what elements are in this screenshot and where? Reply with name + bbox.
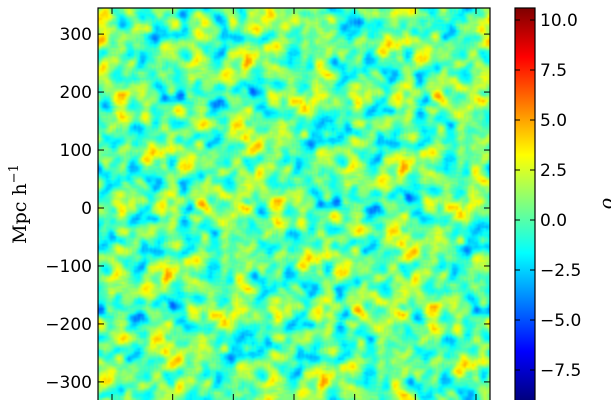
density-heatmap <box>98 8 490 400</box>
colorbar-tick-label: 7.5 <box>540 61 567 81</box>
colorbar-gradient <box>515 8 535 400</box>
y-tick-label: 200 <box>60 83 92 103</box>
y-tick-label: −300 <box>45 373 92 393</box>
y-tick-label: −200 <box>45 315 92 335</box>
x-axis-ticks <box>111 8 477 400</box>
colorbar-label: δ <box>598 198 611 209</box>
y-tick-label: 100 <box>60 141 92 161</box>
colorbar-tick-label: 10.0 <box>540 11 578 31</box>
y-tick-label: 0 <box>81 199 92 219</box>
colorbar-ticks: 10.0 7.5 5.0 2.5 0.0 −2.5 −5.0 −7.5 <box>515 11 581 381</box>
colorbar-tick-label: −2.5 <box>540 261 581 281</box>
colorbar-tick-label: −7.5 <box>540 361 581 381</box>
y-axis-label: Mpc h−1 <box>7 164 31 244</box>
density-field-image <box>98 8 490 400</box>
colorbar-tick-label: −5.0 <box>540 311 581 331</box>
y-tick-label: 300 <box>60 25 92 45</box>
colorbar-tick-label: 5.0 <box>540 111 567 131</box>
colorbar-frame <box>514 7 536 400</box>
colorbar-tick-label: 2.5 <box>540 161 567 181</box>
y-tick-label: −100 <box>45 257 92 277</box>
y-axis-ticks: 300 200 100 0 −100 −200 −300 <box>45 25 490 393</box>
colorbar-tick-label: 0.0 <box>540 211 567 231</box>
